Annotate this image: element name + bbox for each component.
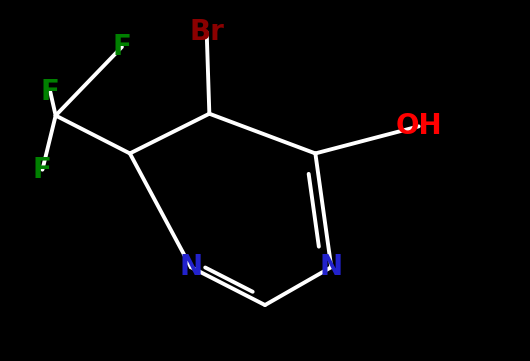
Text: N: N <box>320 253 343 281</box>
Text: OH: OH <box>395 112 442 140</box>
Text: N: N <box>179 253 202 281</box>
Text: Br: Br <box>189 18 224 47</box>
Text: F: F <box>41 78 60 106</box>
Text: F: F <box>112 33 131 61</box>
Text: F: F <box>33 156 52 184</box>
